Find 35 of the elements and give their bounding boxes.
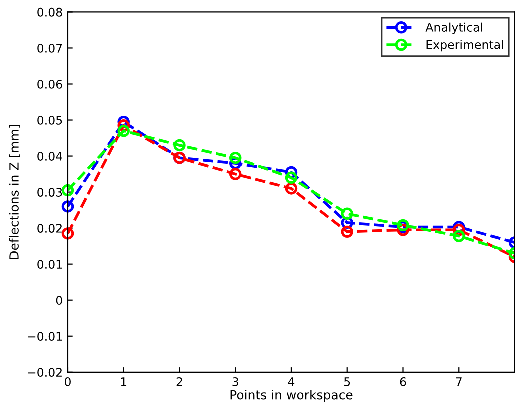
x-axis-title: Points in workspace [230,390,353,402]
y-tick-label: 0.04 [38,152,62,161]
x-tick-label: 1 [121,378,127,386]
legend-label: Analytical [426,22,483,34]
x-tick-label: 2 [176,377,182,386]
x-tick-label: 3 [232,377,238,386]
x-tick-label: 4 [288,378,295,386]
legend-label: Experimental [426,40,504,52]
point [62,228,74,240]
y-tick-label: 0.07 [38,44,62,53]
point [285,182,298,195]
y-axis-title: Deflections in Z [mm] [9,125,20,260]
point [453,230,466,242]
point [230,168,242,180]
point [285,172,298,184]
point [174,139,186,152]
x-tick-label: 6 [400,377,406,386]
y-tick-label: 0 [56,296,62,306]
point [62,200,74,213]
y-tick-label: −0.01 [28,332,62,342]
point [341,226,354,238]
point [118,124,130,138]
y-tick-label: 0.03 [38,188,62,197]
y-tick-label: 0.06 [38,80,62,89]
y-tick-label: 0.08 [38,8,62,17]
x-tick-label: 5 [344,378,350,386]
x-tick-label: 0 [65,377,71,386]
x-tick-label: 7 [456,378,462,386]
point [230,152,242,164]
y-tick-label: 0.01 [38,260,62,269]
y-tick-label: 0.05 [38,116,62,125]
point [341,208,354,220]
point [62,184,74,197]
y-tick-label: −0.02 [28,368,62,378]
y-tick-label: 0.02 [38,224,62,233]
